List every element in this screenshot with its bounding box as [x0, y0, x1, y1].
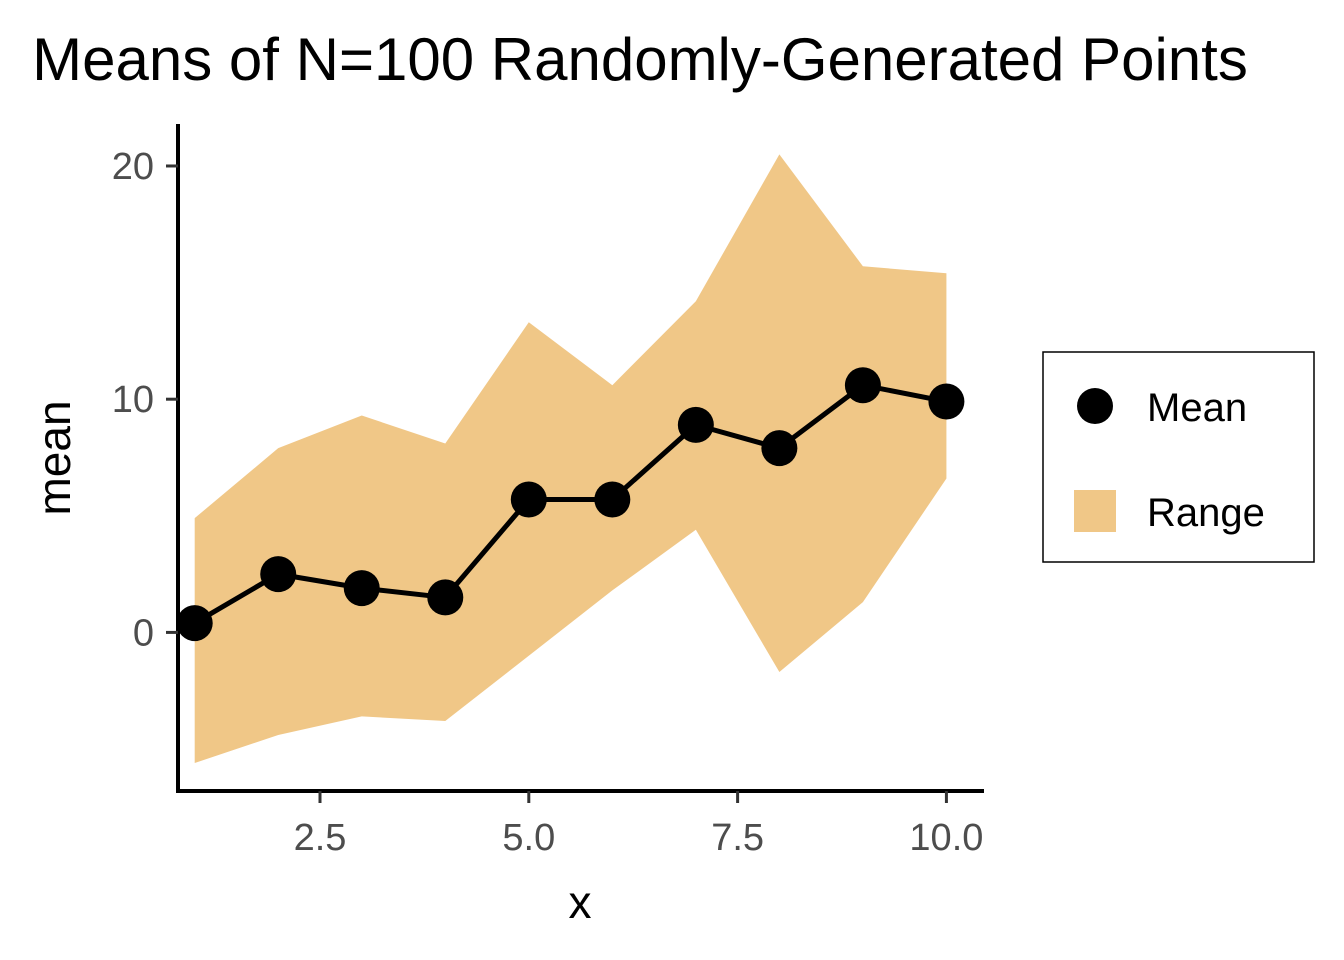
x-tick-label: 5.0 — [502, 817, 555, 859]
mean-line — [193, 382, 947, 626]
mean-point — [176, 605, 213, 642]
plot-area — [176, 154, 965, 764]
x-tick-label: 2.5 — [294, 817, 347, 859]
x-tick-label: 10.0 — [909, 817, 983, 859]
legend: Mean Range — [1042, 351, 1315, 563]
y-tick-label: 10 — [112, 379, 154, 421]
mean-point — [427, 579, 464, 616]
mean-point — [594, 481, 631, 518]
mean-point — [844, 367, 881, 404]
x-axis-title: x — [569, 876, 592, 928]
mean-point — [677, 406, 714, 443]
mean-point — [928, 383, 965, 420]
x-axis-ticks: 2.5 5.0 7.5 10.0 — [294, 791, 983, 859]
legend-label-range: Range — [1147, 491, 1265, 535]
legend-key-mean — [1077, 388, 1113, 424]
x-tick-label: 7.5 — [711, 817, 764, 859]
y-tick-label: 20 — [112, 146, 154, 188]
legend-key-range — [1074, 490, 1116, 532]
legend-label-mean: Mean — [1147, 386, 1247, 430]
range-ribbon — [194, 154, 947, 764]
y-axis-title: mean — [28, 400, 80, 515]
mean-point — [761, 430, 798, 467]
mean-point — [343, 570, 380, 607]
mean-point — [260, 556, 297, 593]
mean-point — [510, 481, 547, 518]
y-axis-ticks: 0 10 20 — [112, 146, 178, 654]
chart-title: Means of N=100 Randomly-Generated Points — [32, 26, 1248, 93]
y-tick-label: 0 — [133, 612, 154, 654]
